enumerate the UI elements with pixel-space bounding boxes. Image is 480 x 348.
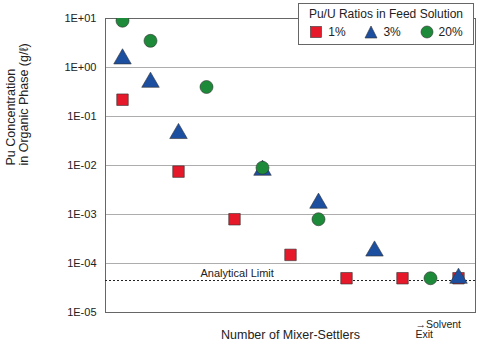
svg-text:1E-01: 1E-01	[67, 110, 96, 122]
html-text:3%: 3%	[383, 25, 401, 39]
svg-text:Pu Concentrationin Organic Pha: Pu Concentrationin Organic Phase (g/ℓ)	[4, 43, 31, 165]
svg-text:→SolventExit: →SolventExit	[416, 318, 462, 341]
svg-text:1E-04: 1E-04	[67, 257, 96, 269]
svg-text:Analytical Limit: Analytical Limit	[201, 267, 274, 279]
html-text:1%: 1%	[328, 25, 346, 39]
svg-text:Number of Mixer-Settlers: Number of Mixer-Settlers	[221, 328, 360, 342]
svg-text:1E-02: 1E-02	[67, 159, 96, 171]
svg-text:1E-03: 1E-03	[67, 208, 96, 220]
svg-text:1E+01: 1E+01	[64, 12, 96, 24]
svg-text:1E+00: 1E+00	[64, 61, 96, 73]
html-text:20%: 20%	[438, 25, 463, 39]
svg-text:1E-05: 1E-05	[67, 306, 96, 318]
html-text:Pu/U Ratios in Feed Solution: Pu/U Ratios in Feed Solution	[308, 7, 463, 21]
